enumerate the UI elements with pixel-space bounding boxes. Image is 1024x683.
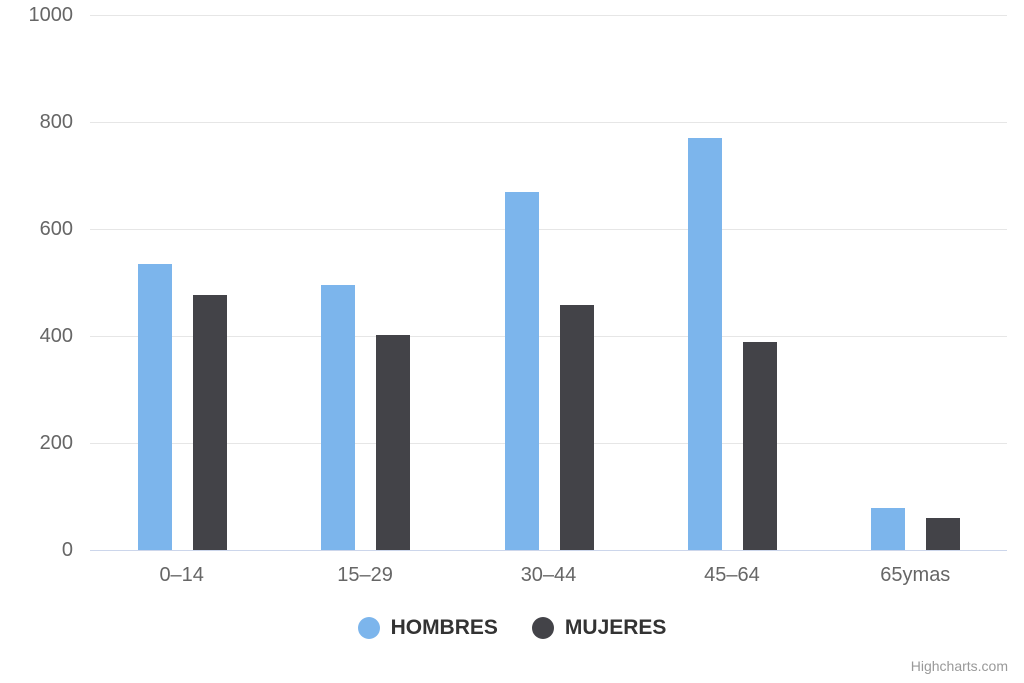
y-axis-label: 1000 [28, 4, 74, 26]
y-gridline [90, 335, 1007, 337]
legend-label: MUJERES [564, 616, 667, 639]
legend-item-mujeres[interactable]: MUJERES [531, 616, 667, 640]
x-axis-label: 65ymas [880, 564, 951, 586]
bar-hombres-0–14[interactable] [137, 263, 172, 550]
legend: HOMBRES MUJERES [0, 616, 1024, 640]
x-axis-label: 0–14 [159, 564, 204, 586]
bar-hombres-65ymas[interactable] [871, 508, 906, 550]
x-axis-label: 30–44 [520, 564, 577, 586]
credits-link[interactable]: Highcharts.com [910, 658, 1008, 674]
bar-hombres-30–44[interactable] [504, 191, 539, 550]
x-axis-label: 45–64 [704, 564, 760, 586]
bar-mujeres-65ymas[interactable] [926, 517, 961, 550]
y-gridline [90, 228, 1007, 230]
bar-hombres-15–29[interactable] [321, 285, 356, 550]
y-axis-label: 200 [39, 432, 73, 454]
y-axis-label: 400 [39, 325, 73, 347]
y-gridline [90, 14, 1007, 16]
legend-marker-circle-icon [531, 617, 554, 639]
bar-mujeres-30–44[interactable] [559, 304, 594, 550]
x-axis-label: 15–29 [337, 564, 393, 586]
bar-mujeres-45–64[interactable] [742, 342, 777, 550]
y-axis-label: 600 [39, 218, 73, 240]
y-axis-label: 0 [61, 539, 73, 561]
y-gridline [90, 121, 1007, 123]
x-axis-line [90, 549, 1007, 551]
y-gridline [90, 442, 1007, 444]
bar-hombres-45–64[interactable] [687, 138, 722, 550]
legend-label: HOMBRES [390, 616, 498, 639]
bar-mujeres-0–14[interactable] [192, 294, 227, 550]
legend-marker-circle-icon [357, 617, 380, 639]
legend-item-hombres[interactable]: HOMBRES [357, 616, 498, 640]
bar-mujeres-15–29[interactable] [376, 334, 411, 550]
y-axis-label: 800 [39, 111, 73, 133]
